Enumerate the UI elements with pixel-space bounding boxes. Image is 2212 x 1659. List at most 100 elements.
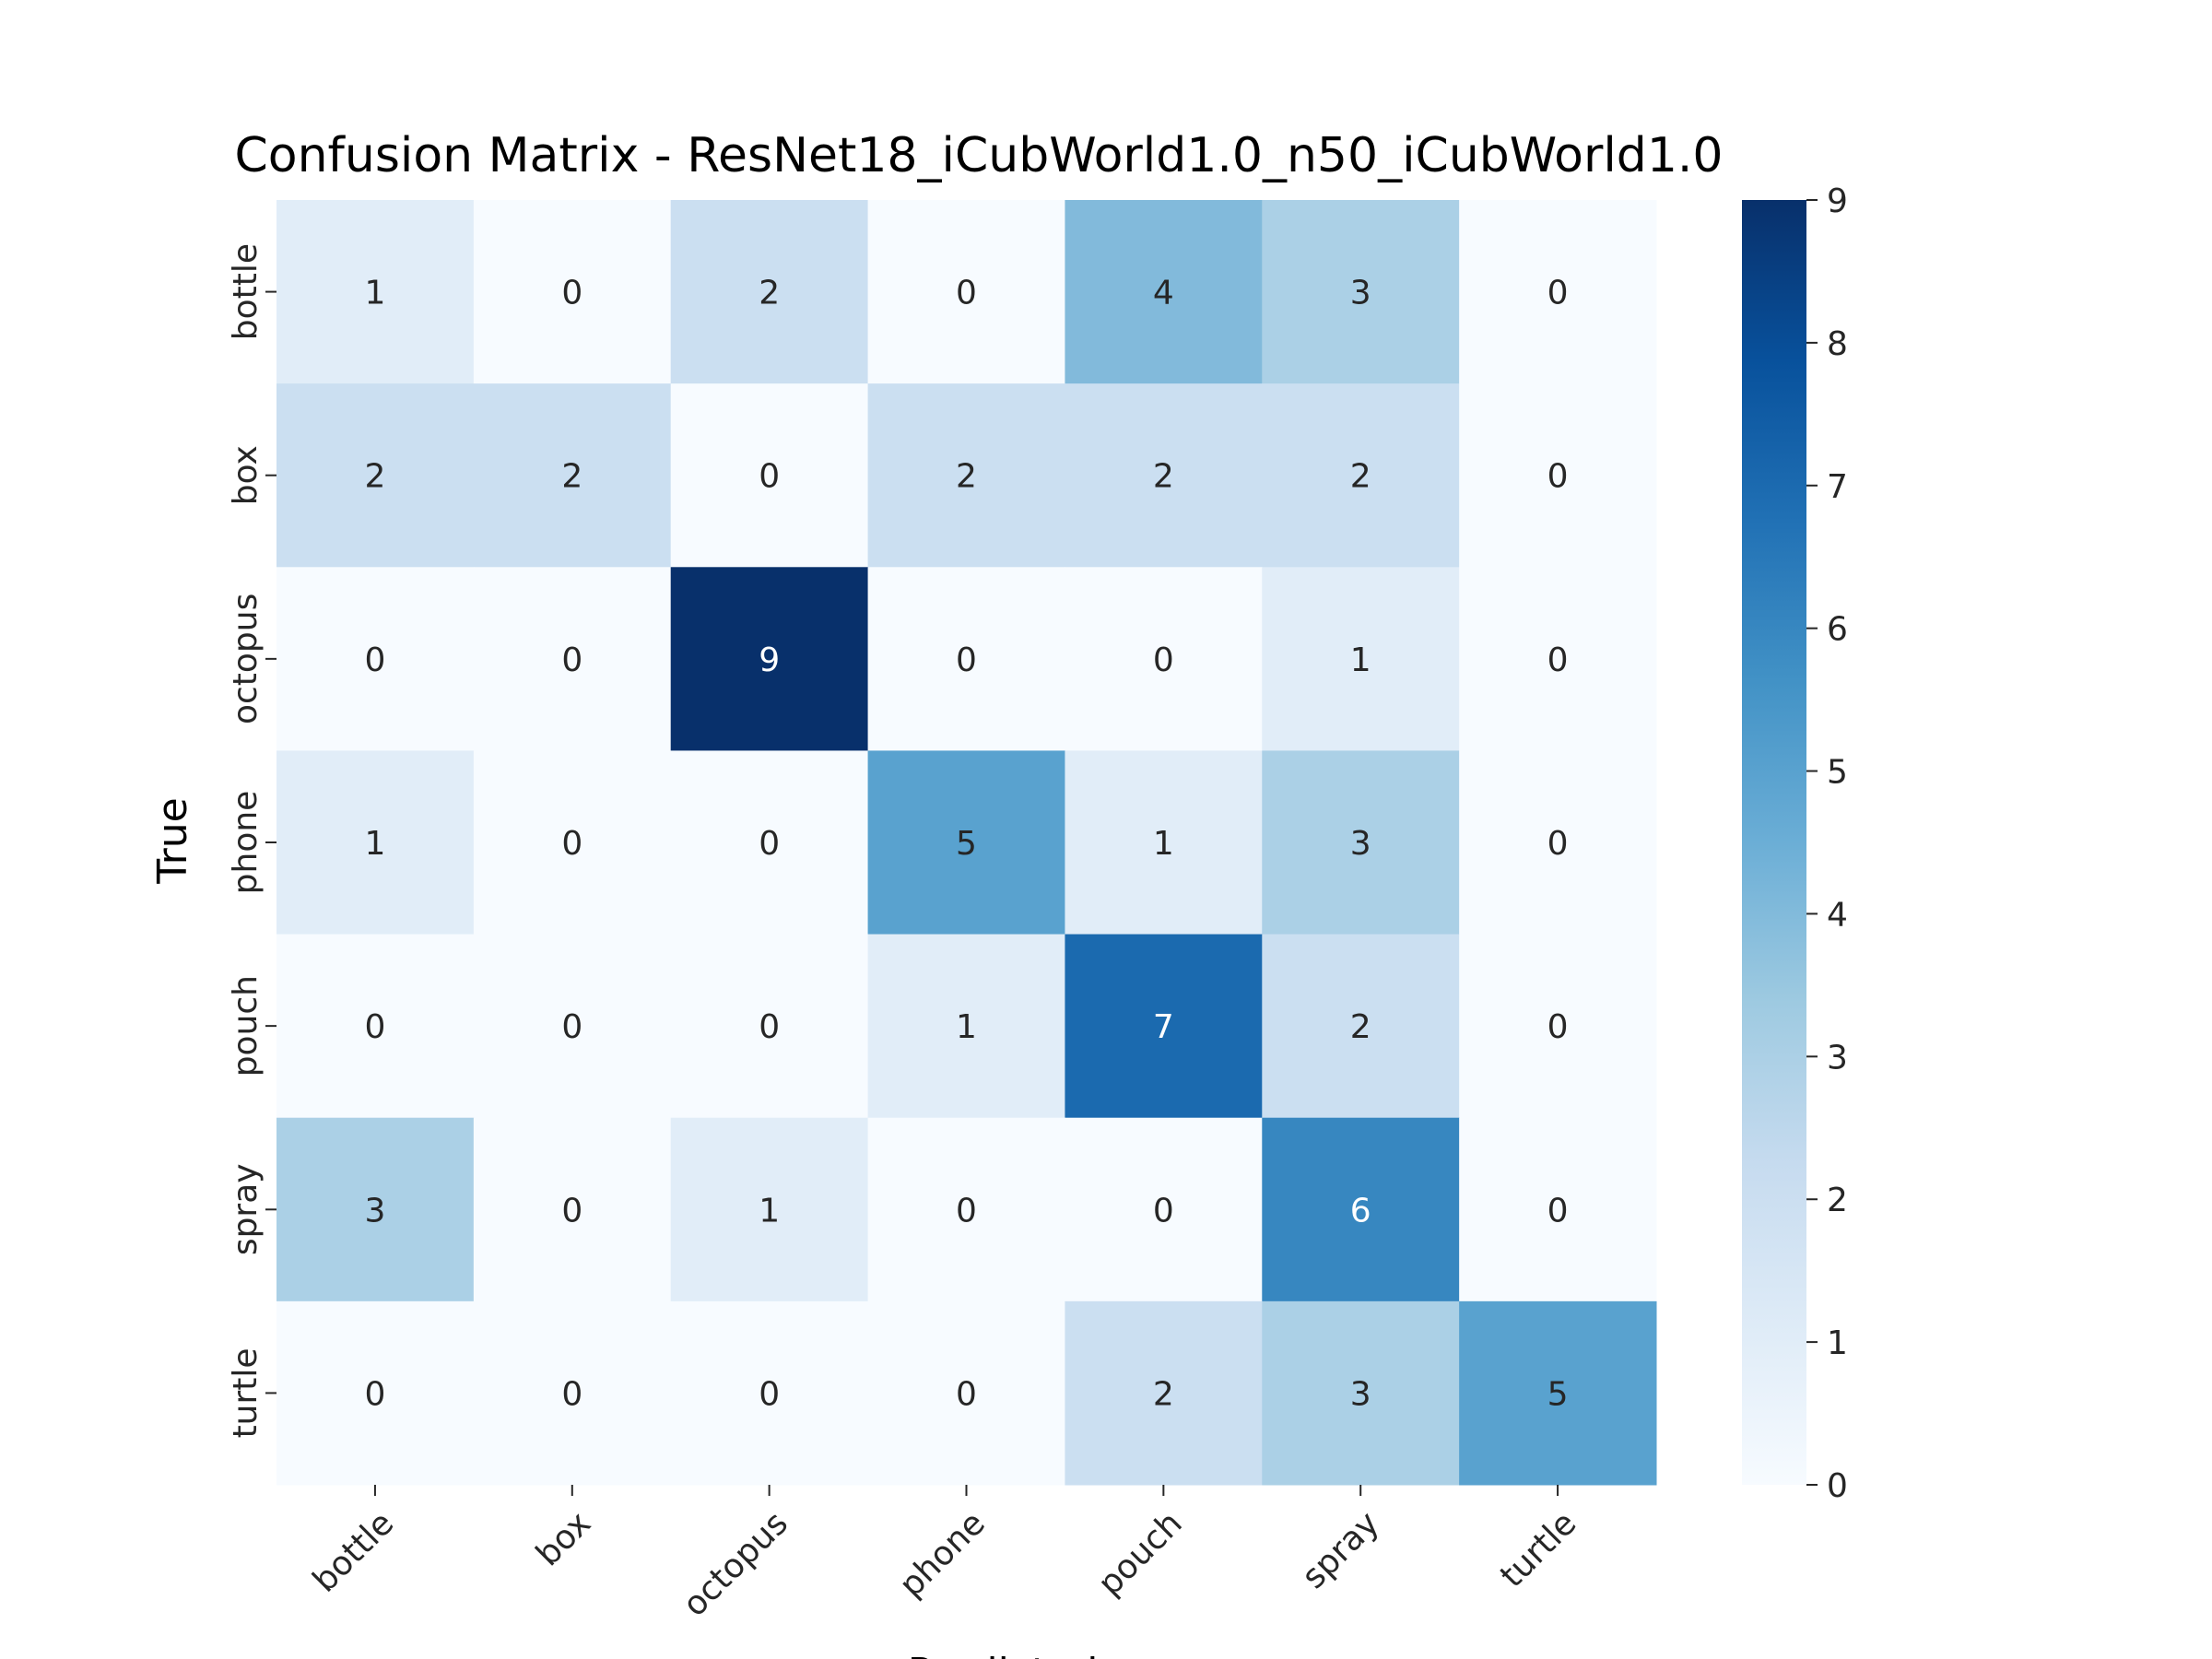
cell-value-octopus-octopus: 9 bbox=[759, 641, 780, 679]
heatmap-cell-octopus-spray bbox=[1262, 567, 1460, 751]
cell-value-box-turtle: 0 bbox=[1547, 458, 1569, 496]
heatmap-cell-bottle-turtle bbox=[1459, 200, 1657, 384]
cell-value-spray-octopus: 1 bbox=[759, 1192, 780, 1230]
heatmap-cell-turtle-bottle bbox=[276, 1300, 475, 1486]
heatmap-cell-phone-octopus bbox=[670, 750, 869, 935]
y-tick-label-phone: phone bbox=[227, 791, 265, 895]
heatmap-cell-phone-phone bbox=[867, 750, 1065, 935]
cell-value-phone-spray: 3 bbox=[1350, 825, 1371, 863]
heatmap-cell-pouch-bottle bbox=[276, 934, 475, 1119]
heatmap-cell-phone-turtle bbox=[1459, 750, 1657, 935]
heatmap-cell-octopus-pouch bbox=[1065, 567, 1263, 751]
heatmap-cell-bottle-phone bbox=[867, 200, 1065, 384]
heatmap-cell-bottle-pouch bbox=[1065, 200, 1263, 384]
cell-value-box-bottle: 2 bbox=[364, 458, 385, 496]
cell-value-octopus-pouch: 0 bbox=[1153, 641, 1174, 679]
heatmap-cell-pouch-phone bbox=[867, 934, 1065, 1119]
cell-value-spray-turtle: 0 bbox=[1547, 1192, 1569, 1230]
heatmap-cell-pouch-pouch bbox=[1065, 934, 1263, 1119]
cell-value-octopus-box: 0 bbox=[561, 641, 582, 679]
cell-value-bottle-turtle: 0 bbox=[1547, 275, 1569, 312]
colorbar-gradient bbox=[1742, 200, 1806, 1485]
y-tick-label-spray: spray bbox=[227, 1163, 265, 1255]
cell-value-bottle-box: 0 bbox=[561, 275, 582, 312]
y-tick-label-bottle: bottle bbox=[227, 243, 265, 340]
heatmap-cell-pouch-turtle bbox=[1459, 934, 1657, 1119]
heatmap-cell-box-box bbox=[473, 383, 672, 568]
y-axis-ticks: bottle box octopus phone pouch spray turtle bbox=[227, 243, 276, 1438]
cell-value-turtle-octopus: 0 bbox=[759, 1375, 780, 1413]
cell-value-phone-turtle: 0 bbox=[1547, 825, 1569, 863]
x-tick-label-octopus: octopus bbox=[676, 1504, 795, 1624]
heatmap-cell-spray-bottle bbox=[276, 1117, 475, 1302]
cell-value-box-phone: 2 bbox=[956, 458, 977, 496]
heatmap-cell-phone-spray bbox=[1262, 750, 1460, 935]
x-tick-label-bottle: bottle bbox=[306, 1504, 401, 1599]
x-axis-ticks: bottle box octopus phone pouch spray turtle bbox=[306, 1485, 1583, 1624]
heatmap-cell-spray-octopus bbox=[670, 1117, 869, 1302]
cell-value-pouch-bottle: 0 bbox=[364, 1008, 385, 1046]
cell-value-octopus-bottle: 0 bbox=[364, 641, 385, 679]
cell-value-octopus-phone: 0 bbox=[956, 641, 977, 679]
heatmap-cell-bottle-box bbox=[473, 200, 672, 384]
cell-value-turtle-bottle: 0 bbox=[364, 1375, 385, 1413]
heatmap-cell-pouch-box bbox=[473, 934, 672, 1119]
cell-value-phone-pouch: 1 bbox=[1153, 825, 1174, 863]
cell-value-spray-phone: 0 bbox=[956, 1192, 977, 1230]
colorbar-tick-label-7: 7 bbox=[1827, 468, 1848, 506]
y-axis-label: True bbox=[149, 797, 196, 884]
heatmap-cell-octopus-phone bbox=[867, 567, 1065, 751]
heatmap-cell-box-spray bbox=[1262, 383, 1460, 568]
cell-value-spray-pouch: 0 bbox=[1153, 1192, 1174, 1230]
x-tick-label-spray: spray bbox=[1295, 1504, 1387, 1596]
cell-value-octopus-spray: 1 bbox=[1350, 641, 1371, 679]
y-tick-label-turtle: turtle bbox=[227, 1347, 265, 1438]
cell-value-pouch-octopus: 0 bbox=[759, 1008, 780, 1046]
colorbar: 0 1 2 3 4 5 6 7 8 9 bbox=[1742, 182, 1848, 1505]
cell-value-bottle-octopus: 2 bbox=[759, 275, 780, 312]
x-tick-label-turtle: turtle bbox=[1493, 1504, 1583, 1594]
x-axis-label: Predicted bbox=[908, 1650, 1099, 1659]
heatmap-cell-octopus-turtle bbox=[1459, 567, 1657, 751]
heatmap-cell-bottle-spray bbox=[1262, 200, 1460, 384]
cell-value-turtle-spray: 3 bbox=[1350, 1375, 1371, 1413]
cell-value-pouch-phone: 1 bbox=[956, 1008, 977, 1046]
heatmap-cell-bottle-octopus bbox=[670, 200, 869, 384]
colorbar-tick-label-1: 1 bbox=[1827, 1324, 1848, 1362]
colorbar-tick-label-8: 8 bbox=[1827, 325, 1848, 363]
cell-value-phone-bottle: 1 bbox=[364, 825, 385, 863]
colorbar-tick-label-5: 5 bbox=[1827, 754, 1848, 792]
heatmap-cell-turtle-turtle bbox=[1459, 1300, 1657, 1486]
heatmap-cell-octopus-octopus bbox=[670, 567, 869, 751]
heatmap-cell-box-bottle bbox=[276, 383, 475, 568]
heatmap-cell-box-phone bbox=[867, 383, 1065, 568]
cell-value-box-box: 2 bbox=[561, 458, 582, 496]
heatmap-cell-pouch-spray bbox=[1262, 934, 1460, 1119]
cell-value-phone-octopus: 0 bbox=[759, 825, 780, 863]
heatmap-cell-turtle-spray bbox=[1262, 1300, 1460, 1486]
cell-value-turtle-turtle: 5 bbox=[1547, 1375, 1569, 1413]
cell-value-bottle-phone: 0 bbox=[956, 275, 977, 312]
cell-value-bottle-bottle: 1 bbox=[364, 275, 385, 312]
colorbar-tick-label-2: 2 bbox=[1827, 1182, 1848, 1219]
heatmap-cell-turtle-phone bbox=[867, 1300, 1065, 1486]
heatmap-cell-labels: 1 0 2 0 4 3 0 2 2 0 2 2 2 0 0 0 9 0 0 1 0 1 0 0 5 1 3 0 0 0 0 1 7 2 0 3 0 1 0 0… bbox=[364, 275, 1568, 1414]
heatmap-cell-phone-bottle bbox=[276, 750, 475, 935]
heatmap-cell-spray-box bbox=[473, 1117, 672, 1302]
heatmap-cell-octopus-box bbox=[473, 567, 672, 751]
cell-value-pouch-box: 0 bbox=[561, 1008, 582, 1046]
cell-value-turtle-pouch: 2 bbox=[1153, 1375, 1174, 1413]
cell-value-turtle-box: 0 bbox=[561, 1375, 582, 1413]
chart-title: Confusion Matrix - ResNet18_iCubWorld1.0… bbox=[234, 128, 1723, 183]
heatmap-cell-box-octopus bbox=[670, 383, 869, 568]
cell-value-spray-bottle: 3 bbox=[364, 1192, 385, 1230]
cell-value-spray-box: 0 bbox=[561, 1192, 582, 1230]
heatmap-cell-pouch-octopus bbox=[670, 934, 869, 1119]
heatmap-cell-phone-pouch bbox=[1065, 750, 1263, 935]
heatmap-cell-phone-box bbox=[473, 750, 672, 935]
heatmap-cell-spray-phone bbox=[867, 1117, 1065, 1302]
heatmap-cell-turtle-pouch bbox=[1065, 1300, 1263, 1486]
cell-value-pouch-turtle: 0 bbox=[1547, 1008, 1569, 1046]
y-tick-label-octopus: octopus bbox=[227, 594, 265, 724]
